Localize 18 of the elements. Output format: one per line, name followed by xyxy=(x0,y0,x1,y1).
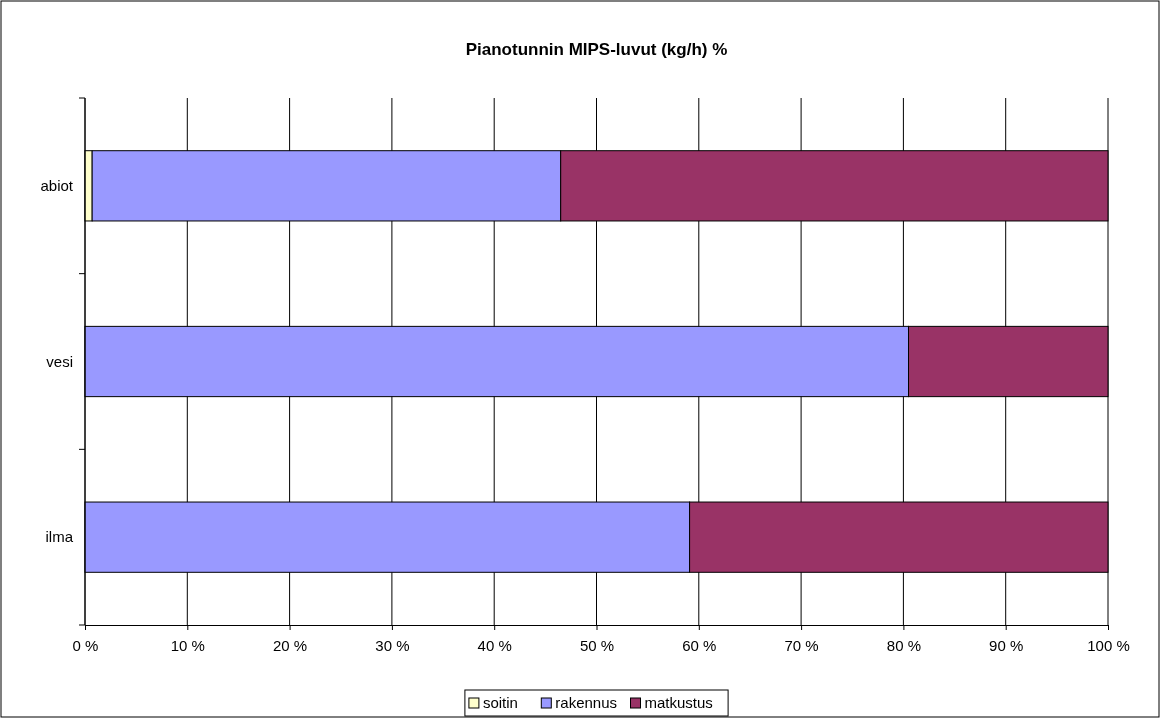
y-tick-label: ilma xyxy=(45,528,74,546)
y-tick-label: abiot xyxy=(40,177,74,195)
x-tick-label: 0 % xyxy=(72,636,99,654)
x-tick-label: 10 % xyxy=(170,636,205,654)
x-tick-label: 40 % xyxy=(477,636,512,654)
x-tick-label: 60 % xyxy=(682,636,717,654)
x-tick-label: 50 % xyxy=(579,636,615,654)
legend-label: matkustus xyxy=(644,694,713,711)
y-tick-label: vesi xyxy=(46,352,73,370)
x-tick-label: 30 % xyxy=(375,636,410,654)
x-tick-label: 20 % xyxy=(273,636,308,654)
x-tick-label: 80 % xyxy=(886,636,921,654)
chart-title: Pianotunnin MIPS-luvut (kg/h) % xyxy=(465,40,728,59)
legend-label: rakennus xyxy=(555,694,618,711)
x-tick-label: 90 % xyxy=(989,636,1024,654)
x-tick-label: 70 % xyxy=(784,636,819,654)
legend-label: soitin xyxy=(482,694,518,711)
x-tick-label: 100 % xyxy=(1087,636,1130,654)
